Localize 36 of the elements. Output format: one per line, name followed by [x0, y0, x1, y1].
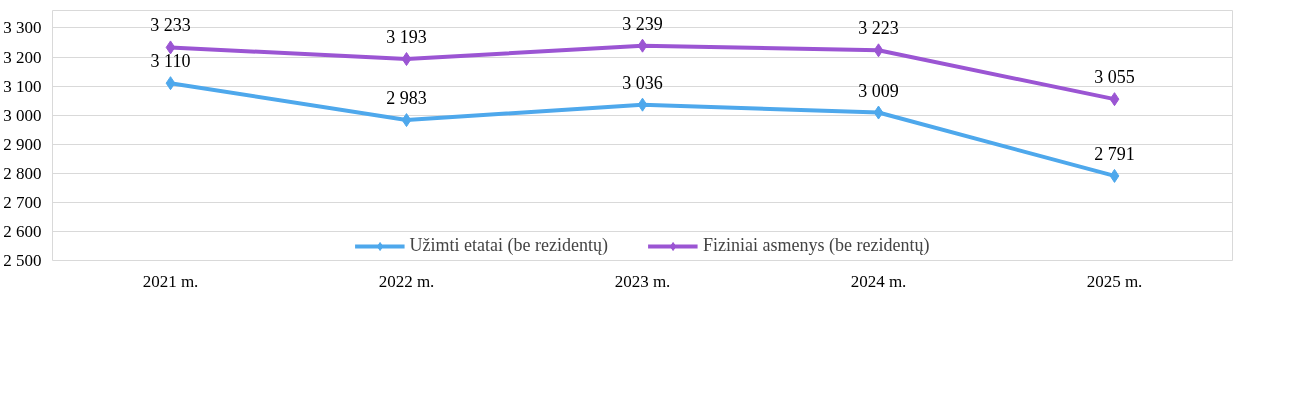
data-label: 3 009 [858, 80, 899, 101]
y-tick-label: 2 600 [3, 221, 42, 241]
point [637, 97, 648, 112]
point [873, 105, 884, 120]
y-tick-label: 2 700 [3, 192, 42, 212]
point [637, 38, 648, 53]
point [165, 40, 176, 55]
point [873, 43, 884, 58]
x-tick-label: 2023 m. [614, 271, 671, 291]
point [1109, 92, 1120, 107]
y-tick-label: 3 000 [3, 105, 42, 125]
data-label: 3 055 [1094, 67, 1135, 88]
x-tick-label: 2022 m. [378, 271, 435, 291]
x-tick-label: 2021 m. [142, 271, 199, 291]
data-label: 3 193 [386, 27, 427, 48]
x-tick-label: 2024 m. [850, 271, 907, 291]
x-tick-label: 2025 m. [1086, 271, 1143, 291]
y-tick-label: 2 500 [3, 251, 42, 270]
y-tick-label: 3 200 [3, 47, 42, 67]
legend-label: Fiziniai asmenys (be rezidentų) [702, 235, 930, 256]
data-label: 3 036 [622, 72, 663, 93]
data-label: 3 239 [622, 13, 663, 34]
point [401, 52, 412, 67]
data-label: 3 110 [150, 51, 191, 72]
y-tick-label: 2 800 [3, 163, 42, 183]
data-label: 2 791 [1094, 143, 1135, 164]
point [1109, 168, 1120, 183]
data-label: 3 223 [858, 18, 899, 39]
point [165, 76, 176, 91]
data-label: 2 983 [386, 88, 427, 109]
data-label: 3 233 [150, 15, 191, 36]
legend-label: Užimti etatai (be rezidentų) [409, 235, 608, 256]
y-tick-label: 3 100 [3, 76, 42, 96]
y-tick-label: 2 900 [3, 134, 42, 154]
y-tick-label: 3 300 [3, 18, 42, 38]
point [401, 113, 412, 128]
